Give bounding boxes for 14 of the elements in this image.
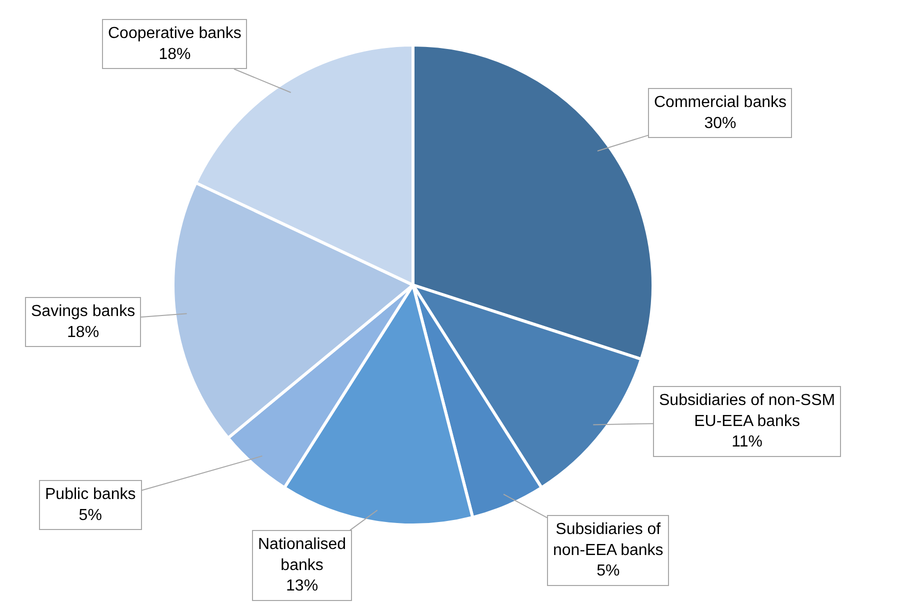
slice-label: Commercial banks <box>654 94 786 111</box>
data-label: 5% <box>78 506 102 524</box>
slice-label: Subsidiaries of non-EEA banks <box>553 521 664 559</box>
data-label: 18% <box>158 46 191 63</box>
data-label: 18% <box>67 324 100 341</box>
data-label: 13% <box>286 578 318 595</box>
data-label: 30% <box>704 114 736 132</box>
slice-label: Nationalised banks <box>258 536 346 574</box>
data-label: 5% <box>596 562 620 580</box>
slice-label: Cooperative banks <box>108 25 242 42</box>
slice-label: Public banks <box>45 486 136 503</box>
slice-label: Savings banks <box>31 303 136 320</box>
slice-label: Subsidiaries of non-SSM EU-EEA banks <box>659 392 836 430</box>
data-label: 11% <box>732 434 762 451</box>
